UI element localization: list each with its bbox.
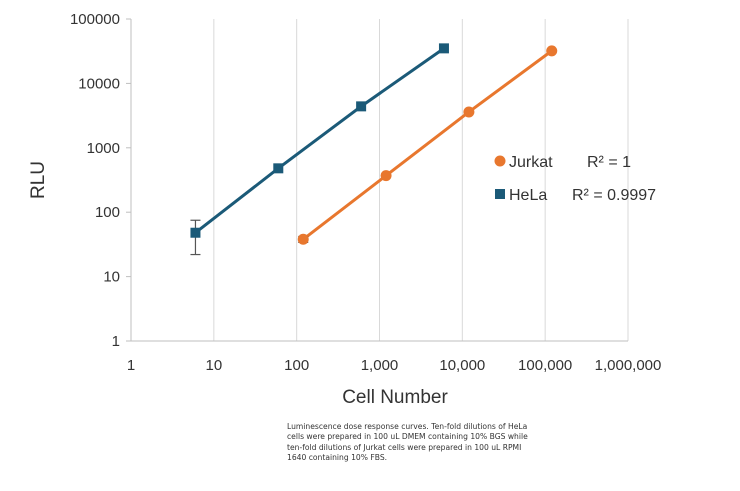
r-squared-jurkat: R² = 1 xyxy=(587,154,631,171)
y-tick-labels: 1 10 100 1000 10000 100000 xyxy=(70,11,120,350)
hela-data-point xyxy=(438,43,449,54)
hela-data-point xyxy=(190,227,201,238)
figure-caption: Luminescence dose response curves. Ten-f… xyxy=(287,422,528,463)
y-tick-label: 1000 xyxy=(87,140,120,157)
jurkat-series-line xyxy=(302,49,553,241)
x-tick-label: 100,000 xyxy=(518,357,572,374)
r-squared-hela: R² = 0.9997 xyxy=(572,187,656,204)
y-tick-label: 1 xyxy=(112,333,120,350)
x-tick-label: 1,000 xyxy=(361,357,399,374)
legend: Jurkat R² = 1 HeLa R² = 0.9997 xyxy=(494,154,656,204)
legend-marker-hela xyxy=(495,189,505,199)
x-tick-label: 10,000 xyxy=(439,357,485,374)
grid-lines xyxy=(213,19,629,341)
series-hela xyxy=(190,43,449,256)
y-axis-title: RLU xyxy=(28,161,49,199)
hela-data-point xyxy=(273,163,284,174)
x-tick-label: 1 xyxy=(127,357,135,374)
x-tick-label: 1,000,000 xyxy=(595,357,662,374)
y-tick-label: 100 xyxy=(95,204,120,221)
x-tick-label: 100 xyxy=(284,357,309,374)
data-series xyxy=(190,43,558,256)
y-tick-label: 100000 xyxy=(70,11,120,28)
hela-series-line xyxy=(194,47,445,234)
series-jurkat xyxy=(297,45,558,245)
x-axis-title: Cell Number xyxy=(342,387,448,408)
hela-data-point xyxy=(356,101,367,112)
x-tick-label: 10 xyxy=(205,357,222,374)
jurkat-data-point xyxy=(546,45,558,57)
jurkat-data-point xyxy=(380,170,392,182)
axes xyxy=(126,18,628,342)
legend-item-jurkat: Jurkat R² = 1 xyxy=(494,154,631,171)
legend-marker-jurkat xyxy=(494,155,506,167)
y-tick-label: 10 xyxy=(103,269,120,286)
legend-label-jurkat: Jurkat xyxy=(509,154,553,171)
jurkat-data-point xyxy=(297,233,309,245)
x-tick-labels: 1 10 100 1,000 10,000 100,000 1,000,000 xyxy=(127,357,662,374)
legend-label-hela: HeLa xyxy=(509,187,547,204)
y-tick-label: 10000 xyxy=(78,75,120,92)
jurkat-data-point xyxy=(463,106,475,118)
legend-item-hela: HeLa R² = 0.9997 xyxy=(495,187,656,204)
